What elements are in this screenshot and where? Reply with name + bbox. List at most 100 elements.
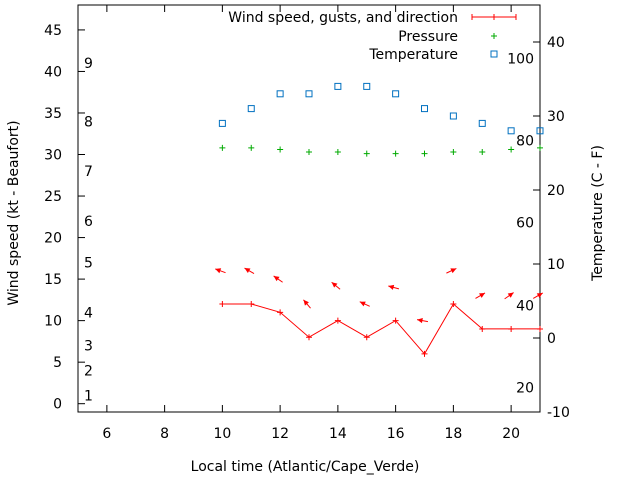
- pressure-point: [537, 144, 543, 151]
- wind-direction-arrow: [446, 268, 457, 274]
- y-left-tick-label: 45: [44, 23, 62, 39]
- y-left-tick-label: 25: [44, 189, 62, 205]
- y-left-tick-label: 5: [53, 355, 62, 371]
- series-pressure: [219, 144, 543, 157]
- wind-arrow-head: [417, 318, 423, 324]
- temperature-point: [392, 90, 400, 98]
- temperature-point: [334, 82, 342, 90]
- beaufort-label: 2: [84, 363, 93, 379]
- legend-swatch-wind-marks: [471, 14, 517, 20]
- wind-line: [222, 303, 540, 355]
- legend: Wind speed, gusts, and direction Pressure…: [228, 10, 517, 63]
- y-axis-label-right: Temperature (C - F): [590, 145, 606, 282]
- series-wind: [215, 267, 544, 357]
- y-left-tick-label: 40: [44, 64, 62, 80]
- wind-point: [421, 350, 428, 357]
- temperature-point: [363, 82, 371, 90]
- wind-point: [306, 334, 312, 341]
- wind-arrow-head: [359, 301, 366, 307]
- wind-direction-arrow: [303, 299, 311, 309]
- beaufort-label: 7: [84, 164, 93, 180]
- wind-arrow-head: [536, 292, 543, 298]
- x-tick-label: 18: [444, 426, 462, 442]
- wind-direction-arrow: [331, 281, 341, 290]
- fahrenheit-label: 80: [516, 133, 534, 149]
- beaufort-label: 9: [84, 56, 93, 72]
- temperature-point: [218, 119, 226, 127]
- wind-arrow-head: [507, 292, 514, 298]
- wind-point: [479, 325, 486, 332]
- plot-frame: [77, 4, 541, 413]
- y-right-tick-label: 20: [547, 183, 565, 199]
- x-tick-label: 16: [387, 426, 405, 442]
- pressure-point: [479, 149, 486, 156]
- y-right-tick-label: 40: [547, 35, 565, 51]
- beaufort-label: 3: [84, 339, 93, 355]
- pressure-point: [334, 149, 341, 156]
- pressure-point: [363, 150, 370, 157]
- temperature-point: [507, 127, 515, 135]
- axis-ticks: 6 8 10 12 14 16 18 20051015202530354045-1001020…: [44, 5, 570, 442]
- legend-swatch-temperature: [490, 50, 498, 58]
- wind-direction-arrow: [273, 275, 283, 283]
- wind-point: [392, 317, 399, 324]
- x-tick-label: 12: [271, 426, 289, 442]
- wind-point: [248, 301, 255, 308]
- temperature-point: [247, 105, 255, 113]
- legend-swatch-pressure: [491, 33, 497, 39]
- wind-point: [537, 325, 543, 332]
- wind-direction-arrow: [532, 292, 544, 299]
- y-left-tick-label: 30: [44, 148, 62, 164]
- wind-arrow-head: [215, 268, 222, 274]
- wind-direction-arrow: [244, 267, 255, 274]
- temperature-point: [276, 90, 284, 98]
- x-tick-label: 10: [213, 426, 231, 442]
- x-axis-label: Local time (Atlantic/Cape_Verde): [191, 459, 420, 475]
- legend-label: Temperature: [368, 47, 458, 63]
- y-right-tick-label: 10: [547, 257, 565, 273]
- x-tick-label: 6: [102, 426, 111, 442]
- fahrenheit-label: 60: [516, 216, 534, 232]
- temperature-point: [449, 112, 457, 120]
- series-layer: [215, 82, 544, 357]
- pressure-point: [248, 144, 255, 151]
- wind-point: [219, 301, 226, 308]
- y-left-tick-label: 35: [44, 106, 62, 122]
- wind-direction-arrow: [359, 301, 370, 307]
- wind-direction-arrow: [475, 292, 486, 299]
- y-left-tick-label: 10: [44, 314, 62, 330]
- fahrenheit-label: 100: [507, 51, 534, 67]
- wind-direction-arrow: [215, 268, 226, 274]
- wind-arrow-head: [331, 282, 338, 288]
- y-left-tick-label: 0: [53, 397, 62, 413]
- pressure-point: [508, 146, 515, 153]
- x-tick-label: 20: [502, 426, 520, 442]
- wind-arrow-head: [479, 292, 486, 298]
- y-right-tick-label: 0: [547, 331, 556, 347]
- wind-arrow-head: [244, 268, 251, 274]
- y-axis-label-left: Wind speed (kt - Beaufort): [6, 120, 22, 305]
- pressure-point: [421, 150, 428, 157]
- legend-label: Wind speed, gusts, and direction: [228, 10, 458, 26]
- wind-direction-arrow: [416, 318, 429, 324]
- fahrenheit-label: 20: [516, 381, 534, 397]
- fahrenheit-label: 40: [516, 298, 534, 314]
- pressure-point: [306, 149, 312, 156]
- temperature-point: [478, 119, 486, 127]
- wind-direction-arrow: [504, 292, 514, 300]
- beaufort-label: 5: [84, 255, 93, 271]
- beaufort-label: 4: [84, 305, 93, 321]
- y-right-tick-label: 30: [547, 109, 565, 125]
- y-right-tick-label: -10: [547, 405, 570, 421]
- y-left-tick-label: 20: [44, 231, 62, 247]
- beaufort-label: 1: [84, 388, 93, 404]
- pressure-point: [392, 150, 399, 157]
- wind-arrow-head: [388, 284, 395, 290]
- x-tick-label: 8: [160, 426, 169, 442]
- beaufort-label: 6: [84, 214, 93, 230]
- series-temperature: [218, 82, 544, 135]
- temperature-point: [536, 127, 544, 135]
- pressure-point: [450, 149, 457, 156]
- wind-point: [450, 301, 457, 308]
